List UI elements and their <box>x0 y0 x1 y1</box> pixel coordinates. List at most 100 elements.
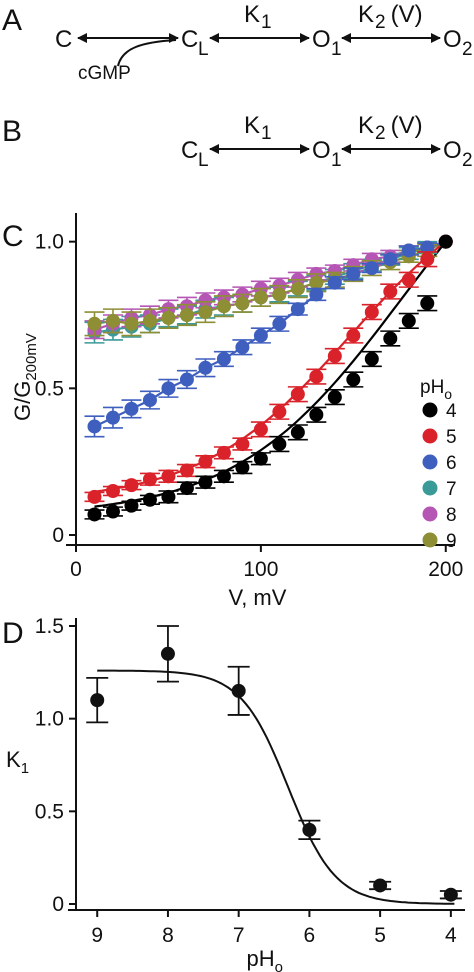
data-point-ph-9 <box>142 313 157 328</box>
y-tick-label: 0.5 <box>35 800 64 823</box>
state-o2-subscript: 2 <box>462 150 473 171</box>
rate-k2-label: K <box>358 112 374 139</box>
y-tick-label: 1.0 <box>35 231 64 254</box>
panel-a-letter: A <box>2 4 22 37</box>
data-point-ph-5 <box>420 252 435 267</box>
data-point-ph-5 <box>124 478 139 493</box>
legend-label-ph-5: 5 <box>446 427 457 448</box>
data-point-ph-9 <box>216 299 231 314</box>
rate-k1-subscript: 1 <box>261 12 272 33</box>
y-tick-label: 0 <box>52 524 64 547</box>
state-o1-subscript: 1 <box>331 39 342 60</box>
fit-curve <box>97 669 455 905</box>
x-tick-label: 4 <box>445 924 457 947</box>
data-point-ph-5 <box>105 484 120 498</box>
data-point-ph-6 <box>420 240 435 255</box>
state-cl-subscript: L <box>198 150 209 171</box>
data-point-ph-9 <box>290 281 305 296</box>
x-tick-label: 8 <box>162 924 174 947</box>
data-point-ph-6 <box>124 401 139 416</box>
state-c-closed: C <box>55 26 72 53</box>
ligand-binding-arrow <box>117 39 177 67</box>
data-point <box>443 887 458 902</box>
data-point-ph-6 <box>253 328 268 343</box>
rate-k2-voltage: (V) <box>384 112 423 139</box>
data-point-ph-9 <box>179 308 194 322</box>
data-point-ph-5 <box>216 445 231 460</box>
rate-k2-subscript: 2 <box>375 12 386 33</box>
x-tick-label: 6 <box>304 924 316 947</box>
data-point-ph-5 <box>327 349 342 364</box>
ligand-label: cGMP <box>78 63 131 84</box>
legend-label-ph-7: 7 <box>446 479 457 500</box>
data-point-ph-6 <box>105 410 120 425</box>
data-point-ph-5 <box>401 272 416 287</box>
state-o2: O <box>443 137 462 164</box>
legend-marker-ph-5 <box>422 428 438 444</box>
data-point-ph-4 <box>198 475 213 490</box>
data-point <box>302 822 317 837</box>
state-o2: O <box>443 26 462 53</box>
panel-a-scheme: A C cGMP C L K 1 O 1 K 2 (V) O 2 <box>2 1 473 84</box>
data-point-ph-6 <box>87 419 102 434</box>
data-point-ph-4 <box>383 331 398 346</box>
y-axis-label: K1 <box>6 747 29 777</box>
data-point-ph-5 <box>272 404 287 419</box>
rate-k2-voltage: (V) <box>384 1 423 28</box>
data-point <box>90 693 105 708</box>
legend-marker-ph-7 <box>422 480 438 496</box>
data-point <box>373 878 388 893</box>
data-point-ph-4 <box>87 507 102 522</box>
x-tick-label: 5 <box>374 924 386 947</box>
data-point <box>231 683 246 698</box>
rate-k1-subscript: 1 <box>261 123 272 144</box>
panel-b-letter: B <box>2 115 22 148</box>
data-point-ph-4 <box>438 234 453 249</box>
legend-marker-ph-6 <box>422 454 438 470</box>
x-axis-label: V, mV <box>229 585 287 610</box>
rate-k1-label: K <box>244 112 260 139</box>
data-point-ph-4 <box>272 437 287 452</box>
rate-k2-label: K <box>358 1 374 28</box>
y-axis-label: G/G200mV <box>10 333 40 421</box>
data-point-ph-5 <box>235 437 250 452</box>
data-point-ph-9 <box>87 316 102 331</box>
data-point-ph-8 <box>198 293 213 308</box>
data-point-ph-9 <box>309 275 324 290</box>
data-point-ph-4 <box>290 425 305 440</box>
data-point-ph-9 <box>253 290 268 305</box>
data-point-ph-4 <box>161 489 176 504</box>
y-tick-label: 1.5 <box>35 615 64 638</box>
legend-marker-ph-4 <box>422 402 438 418</box>
data-point-ph-6 <box>346 266 361 281</box>
x-tick-label: 100 <box>243 558 278 581</box>
data-point-ph-6 <box>198 360 213 375</box>
state-cl: C <box>181 137 198 164</box>
panel-b-scheme: B C L K 1 O 1 K 2 (V) O 2 <box>2 112 473 171</box>
data-point-ph-6 <box>161 381 176 396</box>
data-point-ph-4 <box>327 390 342 405</box>
data-point-ph-5 <box>253 422 268 437</box>
legend-marker-ph-9 <box>422 532 438 548</box>
data-point-ph-5 <box>364 305 379 320</box>
data-point <box>160 646 175 661</box>
data-point-ph-4 <box>179 481 194 496</box>
data-point-ph-6 <box>327 275 342 290</box>
rate-k2-subscript: 2 <box>375 123 386 144</box>
data-point-ph-9 <box>105 313 120 328</box>
legend-label-ph-6: 6 <box>446 453 457 474</box>
data-point-ph-4 <box>124 498 139 513</box>
y-tick-label: 0 <box>52 893 64 916</box>
data-point-ph-6 <box>179 372 194 387</box>
data-point-ph-4 <box>216 469 231 484</box>
data-point-ph-6 <box>383 252 398 267</box>
legend-label-ph-9: 9 <box>446 531 457 552</box>
data-point-ph-4 <box>309 407 324 422</box>
data-point-ph-5 <box>290 387 305 402</box>
data-point-ph-6 <box>216 352 231 366</box>
x-tick-label: 7 <box>233 924 245 947</box>
state-o2-subscript: 2 <box>462 39 473 60</box>
data-point-ph-9 <box>235 296 250 311</box>
